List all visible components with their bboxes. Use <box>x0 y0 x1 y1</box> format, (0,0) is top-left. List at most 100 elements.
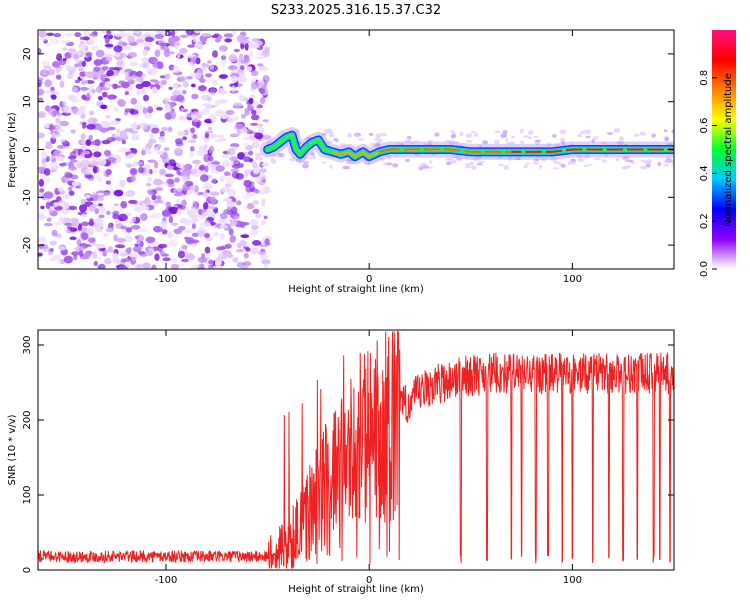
noise-blob <box>181 176 188 183</box>
noise-blob <box>198 85 207 92</box>
noise-blob <box>211 161 221 165</box>
noise-blob <box>156 195 161 200</box>
spectrogram-y-label: Frequency (Hz) <box>7 112 18 188</box>
noise-blob <box>118 53 128 58</box>
noise-blob <box>240 65 245 71</box>
noise-blob <box>205 222 211 227</box>
noise-blob <box>252 208 260 214</box>
noise-blob <box>552 161 560 164</box>
noise-blob <box>75 185 82 189</box>
noise-blob <box>80 198 87 205</box>
noise-blob <box>169 257 178 263</box>
noise-blob <box>63 255 73 264</box>
noise-blob <box>202 64 210 68</box>
noise-blob <box>154 147 159 153</box>
noise-blob <box>445 161 452 166</box>
noise-blob <box>449 159 457 164</box>
noise-blob <box>247 66 253 72</box>
noise-blob <box>89 140 99 145</box>
noise-blob <box>503 165 510 170</box>
snr-y-label: SNR (10 * v/v) <box>7 414 18 485</box>
noise-blob <box>45 141 52 146</box>
noise-blob <box>527 130 534 136</box>
noise-blob <box>519 140 525 144</box>
noise-blob <box>189 243 198 248</box>
noise-blob <box>254 189 260 194</box>
noise-blob <box>225 110 235 115</box>
noise-blob <box>243 179 252 188</box>
noise-blob <box>79 204 87 213</box>
noise-blob <box>294 129 300 133</box>
noise-blob <box>329 164 333 169</box>
noise-blob <box>140 122 148 130</box>
noise-blob <box>177 84 182 88</box>
noise-blob <box>394 154 398 157</box>
noise-blob <box>594 157 601 161</box>
noise-blob <box>413 140 419 143</box>
noise-blob <box>560 140 566 145</box>
noise-blob <box>138 166 144 174</box>
noise-blob <box>262 85 268 89</box>
noise-blob <box>141 80 151 88</box>
noise-blob <box>239 127 248 134</box>
noise-blob <box>533 158 540 162</box>
noise-blob <box>110 206 115 211</box>
noise-blob <box>188 139 197 144</box>
noise-blob <box>82 122 87 129</box>
noise-blob <box>262 134 272 140</box>
noise-blob <box>64 32 75 36</box>
noise-blob <box>377 138 383 144</box>
noise-blob <box>134 243 140 247</box>
noise-blob <box>174 147 183 154</box>
noise-blob <box>105 180 111 185</box>
noise-blob <box>97 192 105 196</box>
noise-blob <box>134 205 143 213</box>
noise-blob <box>146 241 156 247</box>
noise-blob <box>81 60 86 67</box>
noise-blob <box>237 76 248 83</box>
noise-blob <box>374 142 381 147</box>
noise-blob <box>113 189 124 197</box>
noise-blob <box>429 160 433 164</box>
noise-blob <box>85 174 94 179</box>
noise-blob <box>189 227 195 235</box>
noise-blob <box>94 72 102 78</box>
noise-blob <box>210 196 216 205</box>
noise-blob <box>151 194 157 201</box>
noise-blob <box>663 129 668 133</box>
noise-blob <box>261 50 271 58</box>
noise-blob <box>204 246 211 254</box>
noise-blob <box>210 115 217 123</box>
noise-blob <box>270 159 277 164</box>
noise-blob <box>88 32 98 37</box>
noise-blob <box>239 240 247 247</box>
noise-blob <box>153 212 163 219</box>
y-tick-label: 0 <box>22 567 33 573</box>
noise-blob <box>243 252 249 259</box>
noise-blob <box>453 141 459 145</box>
noise-blob <box>51 229 58 237</box>
noise-blob <box>182 136 188 141</box>
noise-blob <box>198 147 206 155</box>
noise-blob <box>130 175 136 182</box>
noise-blob <box>224 243 232 249</box>
noise-blob <box>254 213 262 219</box>
noise-blob <box>233 215 240 220</box>
noise-blob <box>94 248 100 252</box>
noise-blob <box>532 135 539 138</box>
noise-blob <box>128 153 137 157</box>
noise-blob <box>153 59 159 65</box>
noise-blob <box>257 127 265 134</box>
noise-blob <box>209 191 220 196</box>
y-tick-label: 100 <box>22 485 33 504</box>
noise-blob <box>147 176 153 183</box>
noise-blob <box>254 40 263 46</box>
noise-blob <box>220 186 231 193</box>
noise-blob <box>201 33 212 38</box>
noise-blob <box>148 189 158 196</box>
noise-blob <box>163 97 170 102</box>
noise-blob <box>464 156 469 160</box>
noise-blob <box>355 135 359 138</box>
noise-blob <box>79 256 90 260</box>
noise-blob <box>69 49 77 57</box>
